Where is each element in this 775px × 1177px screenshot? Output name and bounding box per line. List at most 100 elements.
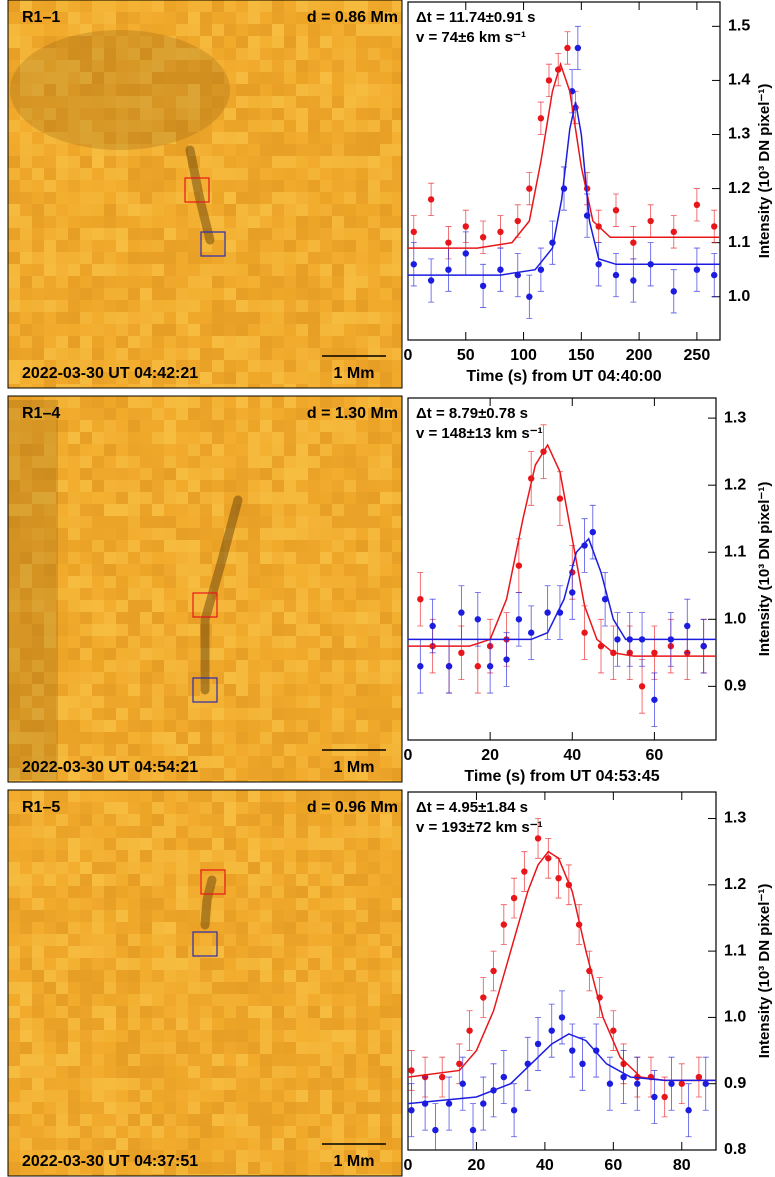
image-pixel — [104, 886, 116, 898]
image-pixel — [260, 1006, 272, 1018]
image-pixel — [188, 886, 200, 898]
image-pixel — [236, 468, 248, 480]
image-pixel — [380, 1006, 392, 1018]
image-pixel — [272, 1030, 284, 1042]
image-pixel — [104, 802, 116, 814]
image-pixel — [380, 276, 392, 288]
image-pixel — [92, 492, 104, 504]
image-pixel — [344, 132, 356, 144]
image-pixel — [8, 994, 20, 1006]
image-pixel — [104, 862, 116, 874]
image-pixel — [308, 612, 320, 624]
image-pixel — [344, 1102, 356, 1114]
image-pixel — [332, 516, 344, 528]
image-pixel — [332, 264, 344, 276]
image-pixel — [128, 826, 140, 838]
image-pixel — [32, 324, 44, 336]
image-pixel — [392, 360, 402, 372]
image-pixel — [128, 300, 140, 312]
image-pixel — [92, 276, 104, 288]
image-pixel — [368, 108, 380, 120]
image-pixel — [320, 156, 332, 168]
image-pixel — [92, 456, 104, 468]
image-pixel — [284, 180, 296, 192]
image-pixel — [332, 336, 344, 348]
image-pixel — [332, 1114, 344, 1126]
image-pixel — [80, 1102, 92, 1114]
image-pixel — [332, 648, 344, 660]
data-point — [555, 875, 561, 881]
image-pixel — [224, 898, 236, 910]
image-pixel — [320, 108, 332, 120]
image-pixel — [284, 144, 296, 156]
image-pixel — [200, 790, 212, 802]
image-pixel — [332, 300, 344, 312]
image-pixel — [248, 1102, 260, 1114]
image-pixel — [272, 1042, 284, 1054]
image-pixel — [200, 36, 212, 48]
image-pixel — [212, 1114, 224, 1126]
image-pixel — [176, 552, 188, 564]
image-pixel — [116, 946, 128, 958]
image-pixel — [224, 970, 236, 982]
image-pixel — [116, 432, 128, 444]
image-pixel — [356, 228, 368, 240]
image-pixel — [32, 982, 44, 994]
image-pixel — [392, 744, 402, 756]
image-pixel — [296, 144, 308, 156]
image-pixel — [392, 336, 402, 348]
image-pixel — [296, 156, 308, 168]
image-pixel — [176, 648, 188, 660]
image-pixel — [236, 0, 248, 12]
image-pixel — [380, 1150, 392, 1162]
image-pixel — [104, 744, 116, 756]
image-pixel — [368, 132, 380, 144]
image-pixel — [44, 934, 56, 946]
image-pixel — [104, 576, 116, 588]
image-pixel — [248, 970, 260, 982]
image-pixel — [128, 934, 140, 946]
image-pixel — [80, 312, 92, 324]
image-pixel — [140, 696, 152, 708]
image-pixel — [224, 348, 236, 360]
image-pixel — [308, 826, 320, 838]
image-pixel — [164, 1066, 176, 1078]
image-pixel — [140, 838, 152, 850]
image-pixel — [248, 1090, 260, 1102]
image-pixel — [224, 0, 236, 12]
image-pixel — [380, 168, 392, 180]
image-pixel — [92, 468, 104, 480]
image-pixel — [308, 204, 320, 216]
image-pixel — [248, 312, 260, 324]
image-pixel — [128, 708, 140, 720]
image-pixel — [260, 708, 272, 720]
image-pixel — [368, 732, 380, 744]
image-pixel — [176, 420, 188, 432]
image-pixel — [320, 672, 332, 684]
image-pixel — [332, 444, 344, 456]
image-pixel — [392, 1138, 402, 1150]
image-pixel — [152, 312, 164, 324]
data-point — [480, 994, 486, 1000]
image-pixel — [200, 516, 212, 528]
image-pixel — [248, 1162, 260, 1174]
image-pixel — [44, 180, 56, 192]
image-pixel — [368, 838, 380, 850]
image-pixel — [284, 1090, 296, 1102]
image-pixel — [188, 576, 200, 588]
image-pixel — [68, 516, 80, 528]
image-pixel — [116, 288, 128, 300]
image-pixel — [320, 588, 332, 600]
image-pixel — [368, 1018, 380, 1030]
image-pixel — [236, 84, 248, 96]
image-pixel — [32, 970, 44, 982]
image-pixel — [8, 36, 20, 48]
image-pixel — [128, 1114, 140, 1126]
image-pixel — [224, 612, 236, 624]
image-pixel — [320, 480, 332, 492]
image-pixel — [152, 588, 164, 600]
image-pixel — [128, 790, 140, 802]
image-pixel — [80, 982, 92, 994]
image-pixel — [320, 1078, 332, 1090]
image-pixel — [152, 970, 164, 982]
